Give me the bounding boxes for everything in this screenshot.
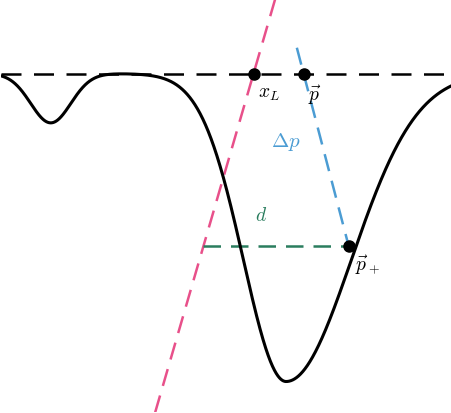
Text: $\vec{p}_+$: $\vec{p}_+$ <box>354 253 379 275</box>
Point <box>299 71 307 78</box>
Text: $\Delta p$: $\Delta p$ <box>271 131 300 153</box>
Point <box>344 243 351 250</box>
Point <box>249 71 257 78</box>
Text: $x_L$: $x_L$ <box>257 83 279 102</box>
Text: $d$: $d$ <box>254 206 267 225</box>
Text: $\vec{p}$: $\vec{p}$ <box>307 83 320 107</box>
